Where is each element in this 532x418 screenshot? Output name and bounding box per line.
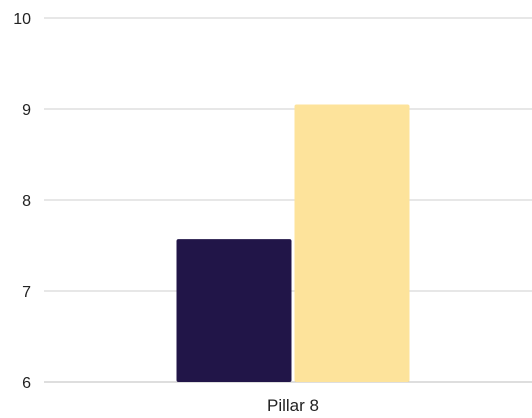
y-tick-label: 9 bbox=[22, 102, 31, 119]
bars bbox=[176, 104, 410, 382]
gridlines bbox=[44, 17, 532, 383]
y-tick-label: 6 bbox=[22, 375, 31, 392]
bar-series-1 bbox=[176, 239, 292, 382]
y-axis-tick-labels: 6 7 8 9 10 bbox=[13, 11, 31, 392]
bar-series-2 bbox=[294, 104, 410, 382]
y-tick-label: 7 bbox=[22, 284, 31, 301]
x-category-label: Pillar 8 bbox=[267, 396, 319, 415]
x-axis-category-labels: Pillar 8 bbox=[267, 396, 319, 415]
y-tick-label: 10 bbox=[13, 11, 31, 28]
y-tick-label: 8 bbox=[22, 193, 31, 210]
